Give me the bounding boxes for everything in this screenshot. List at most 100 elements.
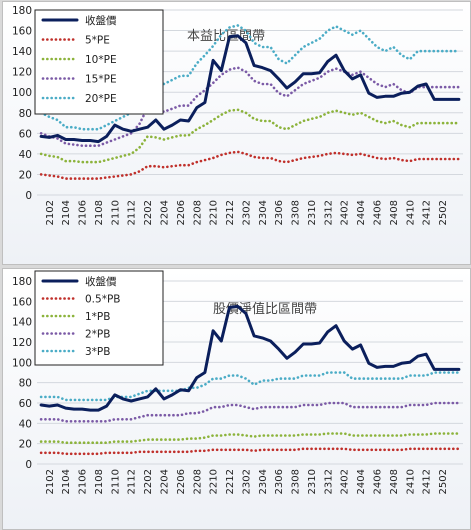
y-tick-label: 0	[25, 459, 32, 471]
y-tick-label: 0	[25, 190, 32, 202]
x-tick-label: 2102	[45, 469, 56, 494]
series-line-3	[39, 401, 461, 423]
y-tick-label: 60	[19, 128, 32, 140]
legend-label: 收盤價	[85, 14, 117, 27]
y-tick-label: 100	[12, 357, 32, 369]
y-tick-label: 100	[12, 87, 32, 99]
x-tick-label: 2302	[241, 200, 252, 225]
pe-band-chart: 0 20 40 60 80 100 120 140 160 180 2102 2104 2106 2108…	[12, 5, 463, 225]
y-tick-label: 40	[19, 418, 32, 430]
x-tick-label: 2408	[389, 469, 400, 494]
series-line-0	[39, 304, 461, 412]
series-line-1	[39, 447, 461, 456]
y-tick-label: 20	[19, 169, 32, 181]
x-tick-label: 2106	[78, 200, 89, 225]
x-tick-label: 2306	[274, 200, 285, 225]
x-tick-label: 2202	[143, 469, 154, 494]
legend-label: 20*PE	[85, 93, 117, 105]
series-line-4	[39, 371, 461, 402]
chart-title: 股價淨值比區間帶	[213, 301, 317, 317]
legend: 收盤價 5*PE 10*PE 15*PE 20*PE	[34, 9, 164, 115]
x-tick-label: 2108	[94, 200, 105, 225]
x-tick-label: 2312	[323, 200, 334, 225]
y-tick-label: 120	[12, 337, 32, 349]
x-tick-label: 2308	[291, 200, 302, 225]
x-tick-label: 2104	[61, 469, 72, 494]
x-tick-label: 2208	[192, 469, 203, 494]
x-tick-label: 2110	[110, 469, 121, 494]
x-tick-label: 2304	[258, 200, 269, 225]
x-tick-label: 2412	[422, 469, 433, 494]
legend-label: 10*PE	[85, 54, 117, 66]
pe-band-chart-panel: 0 20 40 60 80 100 120 140 160 180 2102 2104 2106 2108…	[2, 1, 471, 265]
y-tick-label: 140	[12, 46, 32, 58]
x-tick-label: 2202	[143, 200, 154, 225]
x-tick-label: 2112	[127, 469, 138, 494]
x-tick-label: 2502	[438, 200, 449, 225]
y-tick-label: 80	[19, 108, 32, 120]
x-tick-label: 2402	[340, 200, 351, 225]
series-line-0	[39, 34, 461, 144]
y-tick-label: 180	[12, 276, 32, 288]
y-tick-label: 20	[19, 439, 32, 451]
x-tick-label: 2404	[356, 200, 367, 225]
legend-box	[34, 9, 164, 115]
series-line-1	[39, 150, 461, 180]
x-tick-label: 2304	[258, 469, 269, 494]
x-tick-label: 2406	[372, 469, 383, 494]
x-tick-label: 2106	[78, 469, 89, 494]
series-line-2	[39, 432, 461, 444]
x-tick-label: 2208	[192, 200, 203, 225]
y-tick-label: 160	[12, 296, 32, 308]
pb-band-chart: 0 20 40 60 80 100 120 140 160 180 2102 2104 2106 2108…	[12, 270, 463, 494]
y-tick-label: 120	[12, 67, 32, 79]
x-tick-label: 2502	[438, 469, 449, 494]
x-tick-label: 2212	[225, 469, 236, 494]
legend-label: 1*PB	[85, 311, 110, 323]
x-tick-label: 2312	[323, 469, 334, 494]
y-tick-label: 180	[12, 5, 32, 17]
legend-label: 2*PB	[85, 329, 110, 341]
x-tick-label: 2108	[94, 469, 105, 494]
y-tick-label: 140	[12, 317, 32, 329]
legend-label: 5*PE	[85, 35, 110, 47]
legend-label: 3*PB	[85, 346, 110, 358]
x-tick-label: 2210	[209, 469, 220, 494]
x-tick-label: 2310	[307, 469, 318, 494]
x-tick-label: 2206	[176, 469, 187, 494]
y-tick-label: 60	[19, 398, 32, 410]
x-tick-label: 2102	[45, 200, 56, 225]
y-tick-label: 80	[19, 378, 32, 390]
legend-box	[34, 270, 164, 366]
series-line-4	[39, 24, 461, 131]
x-tick-label: 2404	[356, 469, 367, 494]
x-tick-label: 2302	[241, 469, 252, 494]
x-tick-label: 2204	[159, 200, 170, 225]
x-tick-label: 2410	[405, 200, 416, 225]
x-tick-label: 2212	[225, 200, 236, 225]
pb-band-chart-panel: 0 20 40 60 80 100 120 140 160 180 2102 2104 2106 2108…	[2, 268, 471, 530]
legend-label: 0.5*PB	[85, 294, 120, 306]
x-tick-label: 2412	[422, 200, 433, 225]
x-tick-label: 2306	[274, 469, 285, 494]
legend-label: 15*PE	[85, 74, 117, 86]
legend: 收盤價 0.5*PB 1*PB 2*PB 3*PB	[34, 270, 164, 366]
series-line-3	[39, 66, 461, 147]
x-tick-label: 2112	[127, 200, 138, 225]
x-tick-label: 2210	[209, 200, 220, 225]
x-tick-label: 2104	[61, 200, 72, 225]
legend-label: 收盤價	[85, 275, 117, 288]
x-tick-label: 2308	[291, 469, 302, 494]
x-tick-label: 2204	[159, 469, 170, 494]
x-tick-label: 2410	[405, 469, 416, 494]
series-line-2	[39, 108, 461, 164]
x-tick-label: 2402	[340, 469, 351, 494]
chart-title: 本益比區間帶	[187, 29, 265, 44]
x-tick-label: 2110	[110, 200, 121, 225]
y-tick-label: 40	[19, 149, 32, 161]
x-tick-label: 2408	[389, 200, 400, 225]
y-tick-label: 160	[12, 26, 32, 38]
x-tick-label: 2310	[307, 200, 318, 225]
x-tick-label: 2406	[372, 200, 383, 225]
x-tick-label: 2206	[176, 200, 187, 225]
